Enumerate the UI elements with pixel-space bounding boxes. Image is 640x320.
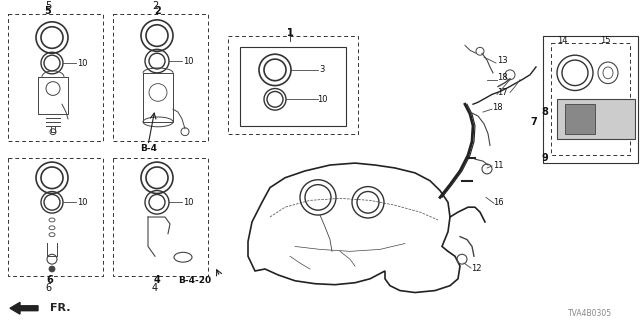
Bar bbox=[113, 158, 208, 276]
Bar bbox=[8, 158, 103, 276]
Text: 1: 1 bbox=[287, 28, 293, 38]
Text: B-4: B-4 bbox=[140, 144, 157, 153]
Text: 12: 12 bbox=[471, 265, 481, 274]
Bar bbox=[8, 14, 103, 141]
Text: 15: 15 bbox=[600, 36, 611, 45]
Text: 18: 18 bbox=[492, 103, 502, 112]
Text: B-4-20: B-4-20 bbox=[178, 276, 211, 285]
Text: 9: 9 bbox=[541, 153, 548, 163]
Text: 1: 1 bbox=[287, 28, 293, 38]
Text: 7: 7 bbox=[531, 117, 538, 127]
Bar bbox=[565, 104, 595, 134]
Bar bbox=[240, 47, 346, 126]
Text: 10: 10 bbox=[183, 198, 193, 207]
Bar bbox=[228, 36, 358, 134]
Text: 3: 3 bbox=[319, 65, 324, 75]
Text: 10: 10 bbox=[183, 57, 193, 66]
Bar bbox=[551, 44, 630, 155]
Circle shape bbox=[49, 266, 55, 272]
Text: 6: 6 bbox=[47, 275, 53, 285]
Text: 14: 14 bbox=[557, 36, 567, 45]
Text: 18: 18 bbox=[497, 73, 508, 82]
Text: TVA4B0305: TVA4B0305 bbox=[568, 308, 612, 318]
Text: FR.: FR. bbox=[50, 303, 70, 313]
Text: 8: 8 bbox=[541, 107, 548, 117]
Text: 6: 6 bbox=[45, 283, 51, 292]
Text: 10: 10 bbox=[77, 198, 87, 207]
Text: 5: 5 bbox=[45, 6, 51, 16]
Text: 2: 2 bbox=[155, 6, 161, 16]
Text: 10: 10 bbox=[77, 59, 87, 68]
Text: 10: 10 bbox=[317, 95, 327, 104]
Bar bbox=[113, 14, 208, 141]
Bar bbox=[557, 99, 635, 139]
Text: 5: 5 bbox=[45, 1, 51, 11]
Text: 4: 4 bbox=[152, 283, 158, 292]
Text: 2: 2 bbox=[152, 1, 158, 11]
Text: 11: 11 bbox=[493, 161, 503, 170]
Text: 16: 16 bbox=[493, 198, 503, 207]
Bar bbox=[543, 36, 638, 163]
Text: 17: 17 bbox=[497, 88, 508, 97]
FancyArrow shape bbox=[10, 302, 38, 314]
Text: 4: 4 bbox=[154, 275, 161, 285]
Text: 13: 13 bbox=[497, 56, 508, 65]
